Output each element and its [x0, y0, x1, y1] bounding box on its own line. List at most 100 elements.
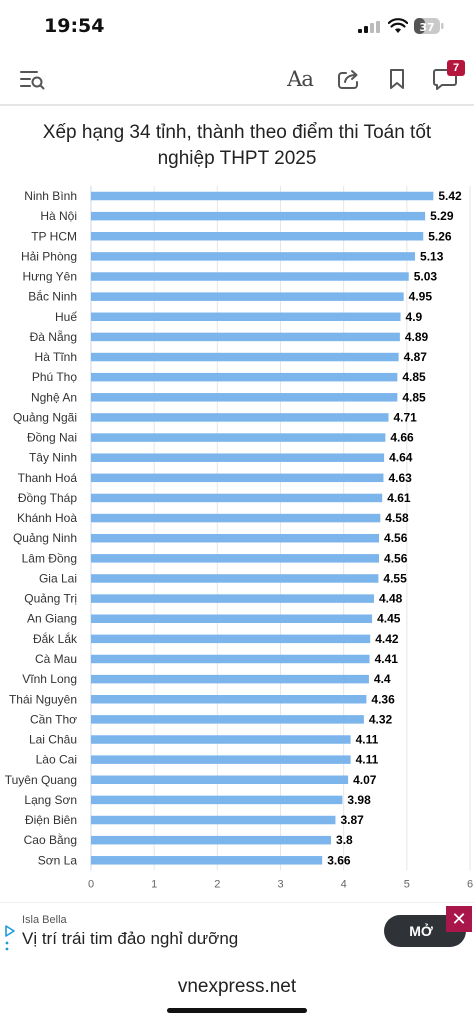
value-label: 4.64 — [389, 451, 413, 465]
bar — [91, 393, 398, 402]
category-label: Lào Cai — [36, 753, 77, 767]
category-label: Ninh Bình — [24, 189, 77, 203]
value-label: 5.29 — [430, 209, 454, 223]
bar — [91, 574, 379, 583]
bar — [91, 433, 386, 442]
category-label: Đồng Nai — [27, 431, 77, 445]
x-tick-label: 6 — [467, 878, 473, 890]
font-size-label: Aa — [287, 67, 314, 91]
bar — [91, 453, 385, 462]
bar — [91, 413, 389, 422]
x-tick-label: 2 — [214, 878, 220, 890]
browser-url-bar[interactable]: vnexpress.net — [0, 962, 474, 1024]
ad-choices-icon[interactable] — [4, 923, 16, 953]
category-label: Hà Tĩnh — [35, 350, 77, 364]
value-label: 3.66 — [327, 853, 351, 867]
bar — [91, 533, 380, 543]
bar-chart: 0 1 2 3 4 5 6 Ninh Bình 5.42 Hà Nội 5.29 TP HCM 5.26… — [5, 185, 473, 890]
value-label: 4.11 — [356, 753, 379, 767]
bar — [91, 252, 416, 261]
url-domain[interactable]: vnexpress.net — [177, 976, 297, 997]
value-label: 4.4 — [374, 672, 391, 686]
bar — [91, 835, 332, 845]
value-label: 4.95 — [409, 290, 433, 304]
article-toolbar: Aa — [0, 52, 474, 106]
value-label: 4.55 — [383, 571, 407, 585]
home-indicator — [167, 1008, 307, 1013]
category-label: Hưng Yên — [22, 270, 77, 284]
category-label: Vĩnh Long — [22, 672, 77, 686]
value-label: 4.85 — [402, 370, 426, 384]
battery-level: 37 — [419, 21, 434, 34]
wifi-icon — [388, 18, 408, 33]
category-label: Quảng Ninh — [13, 531, 77, 545]
category-label: Phú Thọ — [32, 370, 77, 384]
bar — [91, 654, 370, 664]
category-label: Đắk Lắk — [33, 631, 78, 646]
category-label: Quảng Ngãi — [13, 410, 77, 424]
menu-search-icon — [20, 71, 45, 90]
value-label: 4.32 — [369, 712, 393, 726]
category-label: Hải Phòng — [21, 249, 77, 263]
category-label: Nghệ An — [31, 390, 77, 404]
bar — [91, 856, 323, 865]
signal-icon — [358, 21, 380, 33]
category-label: Tuyên Quang — [5, 773, 77, 787]
status-time: 19:54 — [44, 15, 105, 37]
value-label: 4.11 — [356, 733, 379, 747]
bar — [91, 735, 351, 744]
bar — [91, 554, 380, 563]
bar — [91, 775, 349, 785]
battery-icon: 37 — [414, 18, 444, 34]
bar — [91, 312, 401, 322]
category-label: Huế — [55, 310, 77, 324]
value-label: 3.87 — [340, 813, 364, 827]
bar — [91, 232, 424, 241]
category-label: Gia Lai — [39, 571, 77, 585]
category-label: Sơn La — [38, 853, 78, 867]
share-button[interactable] — [334, 64, 364, 94]
x-tick-label: 4 — [341, 878, 347, 890]
category-label: Cần Thơ — [30, 712, 77, 726]
comment-count-badge: 7 — [447, 60, 465, 76]
bar — [91, 292, 404, 301]
bar — [91, 272, 409, 281]
category-label: Tây Ninh — [29, 451, 77, 465]
bar — [91, 493, 383, 503]
value-label: 4.58 — [385, 511, 409, 525]
bar — [91, 674, 369, 684]
ad-headline[interactable]: Vị trí trái tim đảo nghỉ dưỡng — [22, 929, 239, 948]
category-label: Điện Biên — [25, 813, 77, 827]
share-icon — [338, 70, 358, 89]
bar — [91, 513, 381, 523]
menu-search-button[interactable] — [18, 64, 48, 94]
category-label: TP HCM — [31, 229, 77, 243]
category-label: An Giang — [27, 612, 77, 626]
category-label: Bắc Ninh — [28, 289, 77, 304]
bar — [91, 594, 374, 603]
ad-close-button[interactable]: ✕ — [446, 906, 472, 932]
value-label: 4.87 — [404, 350, 428, 364]
value-label: 4.66 — [390, 431, 414, 445]
x-tick-label: 0 — [88, 878, 94, 890]
value-label: 3.98 — [347, 793, 371, 807]
value-label: 5.42 — [438, 189, 462, 203]
bookmark-button[interactable] — [382, 64, 412, 94]
value-label: 4.07 — [353, 773, 377, 787]
category-label: Lai Châu — [29, 733, 77, 747]
category-label: Cà Mau — [35, 652, 77, 666]
value-label: 4.36 — [371, 692, 395, 706]
value-label: 4.41 — [375, 652, 399, 666]
bar — [91, 332, 400, 342]
value-label: 4.85 — [402, 390, 426, 404]
category-label: Quảng Trị — [24, 592, 77, 606]
bar — [91, 372, 398, 382]
ad-banner[interactable]: Isla Bella Vị trí trái tim đảo nghỉ dưỡn… — [0, 902, 474, 958]
category-label: Cao Bằng — [24, 832, 77, 847]
category-label: Đồng Tháp — [18, 491, 77, 505]
font-size-button[interactable]: Aa — [283, 64, 317, 94]
value-label: 5.13 — [420, 249, 444, 263]
value-label: 4.45 — [377, 612, 401, 626]
value-label: 4.61 — [387, 491, 411, 505]
ad-brand: Isla Bella — [22, 914, 67, 926]
